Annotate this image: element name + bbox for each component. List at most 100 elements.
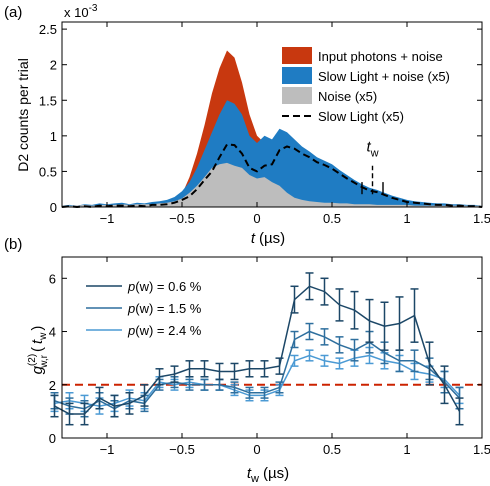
error-bar [320, 354, 329, 367]
legend-label-slow-light-dashed: Slow Light (x5) [318, 109, 404, 124]
error-bar [260, 386, 269, 399]
y-tick-label: 2 [50, 58, 57, 73]
y-tick-label: 0 [50, 200, 57, 215]
panel-a-x-ticks: −1 −0.5 0 0.5 1 1.5 [100, 22, 490, 226]
x-tick-label: 1 [403, 211, 410, 226]
x-tick-label: 0.5 [323, 442, 341, 457]
legend-label-noise: Noise (x5) [318, 89, 377, 104]
error-bar [350, 338, 359, 362]
y-tick-label: 1.5 [39, 93, 57, 108]
panel-a-frame [61, 21, 483, 208]
error-bar [395, 296, 404, 351]
panel-a-x-axis-label: t (µs) [251, 230, 285, 247]
error-bar [290, 330, 299, 349]
y-tick-label: 2 [49, 378, 56, 393]
panel-b: (b) −1 −0.5 0 0.5 1 1.5 0 2 4 6 g(2)w,r(tw) tw (µ… [4, 236, 490, 485]
error-bar [185, 378, 194, 391]
error-bar [335, 336, 344, 354]
legend-label-input: Input photons + noise [318, 49, 443, 64]
error-bar [275, 357, 284, 375]
error-bar [335, 288, 344, 322]
y-tick-label: 0.5 [39, 164, 57, 179]
y-tick-label: 1 [50, 129, 57, 144]
panel-a-label: (a) [4, 4, 22, 21]
series-line-3 [61, 143, 483, 209]
x-tick-label: 0.5 [323, 211, 341, 226]
panel-b-frame [61, 256, 483, 439]
error-bar [380, 301, 389, 351]
panel-b-legend: p(w) = 0.6 % p(w) = 1.5 % p(w) = 2.4 % [86, 279, 202, 338]
panel-a-y-axis-label: D2 counts per trial [15, 58, 31, 172]
legend-swatch-noise [282, 87, 312, 104]
x-tick-label: 0 [253, 442, 260, 457]
y-tick-label: 2.5 [39, 22, 57, 37]
y-tick-label: 4 [49, 325, 56, 340]
panel-a-tw-annotation: tw [367, 139, 379, 160]
error-bar [275, 381, 284, 394]
x-tick-label: −1 [100, 442, 115, 457]
series-area-1 [62, 100, 482, 207]
x-tick-label: −1 [100, 211, 115, 226]
legend-label-p-06: p(w) = 0.6 % [127, 279, 202, 294]
error-bar [455, 397, 464, 426]
error-bar [320, 328, 329, 346]
legend-label-p-15: p(w) = 1.5 % [127, 301, 202, 316]
panel-b-label: (b) [4, 236, 22, 253]
g2-series-line-2 [54, 354, 461, 407]
error-bar [125, 392, 134, 415]
error-bar [365, 298, 374, 343]
legend-swatch-input [282, 47, 312, 64]
error-bar [335, 357, 344, 370]
panel-a: (a) −1 −0.5 0 0.5 1 1.5 0 0.5 1 1.5 2 2.5 x 10-3 D… [4, 3, 490, 247]
panel-b-plot [50, 272, 482, 426]
error-bar [305, 272, 314, 301]
legend-label-slow-light: Slow Light + noise (x5) [318, 69, 450, 84]
error-bar [95, 386, 104, 410]
error-bar [350, 290, 359, 330]
error-bar [305, 349, 314, 362]
panel-a-multiplier: x 10-3 [64, 3, 98, 20]
g2-series-line-0 [54, 285, 461, 415]
y-tick-label: 6 [49, 271, 56, 286]
error-bar [200, 360, 209, 378]
panel-b-x-ticks: −1 −0.5 0 0.5 1 1.5 [100, 257, 490, 457]
error-bar [230, 362, 239, 381]
error-bar [50, 394, 59, 418]
error-bar [140, 384, 149, 407]
x-tick-label: −0.5 [169, 211, 195, 226]
panel-b-x-axis-label: tw (µs) [247, 465, 289, 485]
error-bar [440, 365, 449, 405]
error-bar [290, 285, 299, 314]
series-area-2 [62, 162, 482, 207]
error-bar [110, 394, 119, 418]
legend-label-p-24: p(w) = 2.4 % [127, 323, 202, 338]
panel-a-y-ticks: 0 0.5 1 1.5 2 2.5 [39, 22, 482, 215]
error-bar [290, 354, 299, 367]
x-tick-label: 0 [253, 211, 260, 226]
error-bar [260, 360, 269, 378]
x-tick-label: 1.5 [473, 442, 490, 457]
error-bar [185, 360, 194, 378]
error-bar [245, 386, 254, 399]
error-bar [215, 362, 224, 381]
error-bar [230, 381, 239, 394]
legend-swatch-slow-light [282, 67, 312, 84]
x-tick-label: 1.5 [473, 211, 490, 226]
error-bar [80, 402, 89, 426]
x-tick-label: 1 [403, 442, 410, 457]
x-tick-label: −0.5 [169, 442, 195, 457]
error-bar [155, 368, 164, 386]
error-bar [245, 360, 254, 378]
error-bar [425, 341, 434, 386]
error-bar [65, 402, 74, 426]
error-bar [305, 322, 314, 341]
error-bar [170, 365, 179, 383]
error-bar [200, 378, 209, 391]
panel-a-plot [61, 50, 483, 209]
error-bar [410, 349, 419, 373]
panel-b-y-ticks: 0 2 4 6 [49, 271, 482, 446]
error-bar [320, 277, 329, 306]
panel-b-y-axis-label: g(2)w,r(tw) [27, 326, 50, 375]
error-bar [410, 288, 419, 343]
